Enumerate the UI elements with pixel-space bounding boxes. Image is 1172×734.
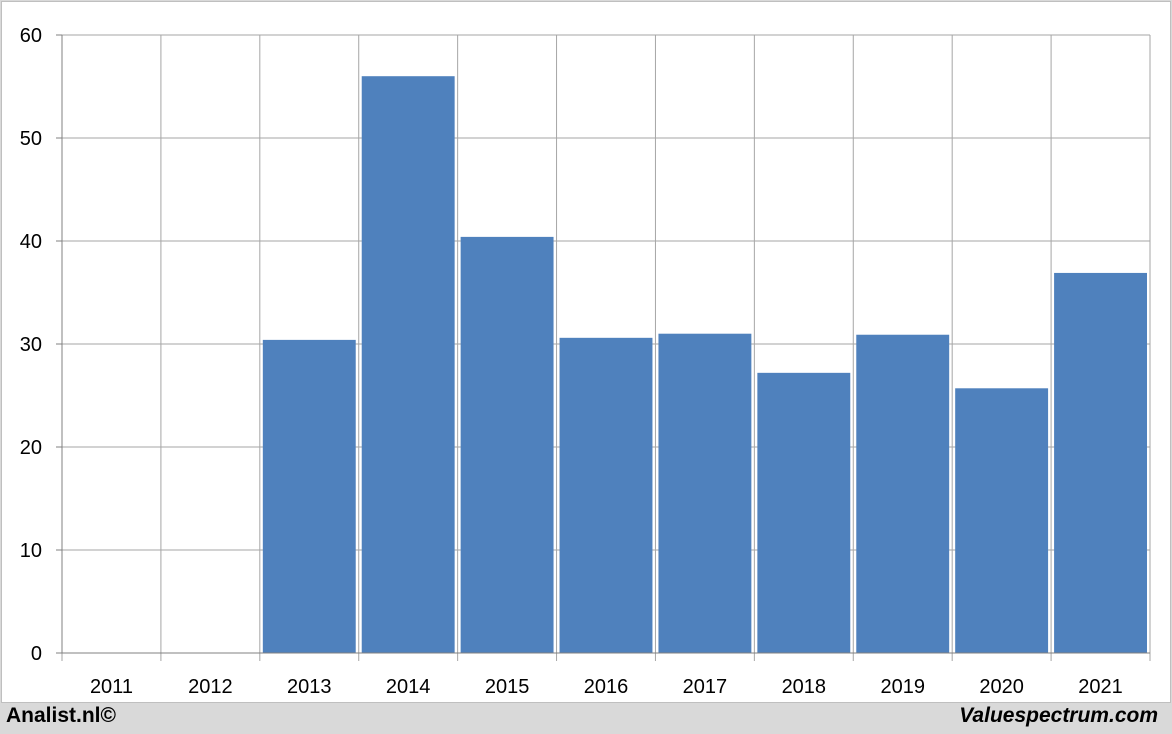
y-tick-label: 20 [20, 437, 42, 459]
x-tick-label: 2019 [880, 676, 925, 698]
x-tick-label: 2018 [782, 676, 827, 698]
x-tick-label: 2017 [683, 676, 728, 698]
chart-frame: 0 10 20 30 40 50 60 2011 2012 2013 2014 2015 2016 20… [1, 1, 1171, 703]
y-tick-label: 40 [20, 231, 42, 253]
bar-2016 [559, 337, 653, 653]
x-tick-label: 2020 [979, 676, 1024, 698]
footer-source-left: Analist.nl© [6, 704, 116, 727]
bar-2013 [262, 339, 356, 653]
y-tick-label: 0 [31, 643, 42, 665]
x-tick-label: 2016 [584, 676, 629, 698]
x-tick-label: 2013 [287, 676, 332, 698]
bar-2019 [856, 334, 950, 653]
bar-2020 [955, 388, 1049, 653]
footer-source-right: Valuespectrum.com [959, 704, 1158, 727]
grid-lines [61, 34, 1151, 661]
bar-2015 [460, 236, 554, 653]
bar-2021 [1054, 272, 1147, 653]
x-tick-label: 2015 [485, 676, 530, 698]
x-tick-label: 2012 [188, 676, 233, 698]
x-tick-label: 2011 [90, 676, 133, 698]
bar-2017 [658, 333, 752, 653]
x-tick-label: 2014 [386, 676, 431, 698]
bars-group [262, 76, 1147, 653]
y-tick-label: 60 [20, 25, 42, 47]
x-tick-label: 2021 [1078, 676, 1123, 698]
bar-2018 [757, 372, 851, 653]
y-tick-label: 50 [20, 128, 42, 150]
bar-2014 [361, 76, 455, 653]
axes [56, 34, 1150, 654]
y-tick-label: 10 [20, 540, 42, 562]
x-tick-labels: 2011 2012 2013 2014 2015 2016 2017 2018 2019 2020… [90, 676, 1123, 698]
y-tick-label: 30 [20, 334, 42, 356]
y-tick-labels: 0 10 20 30 40 50 60 [20, 25, 42, 665]
